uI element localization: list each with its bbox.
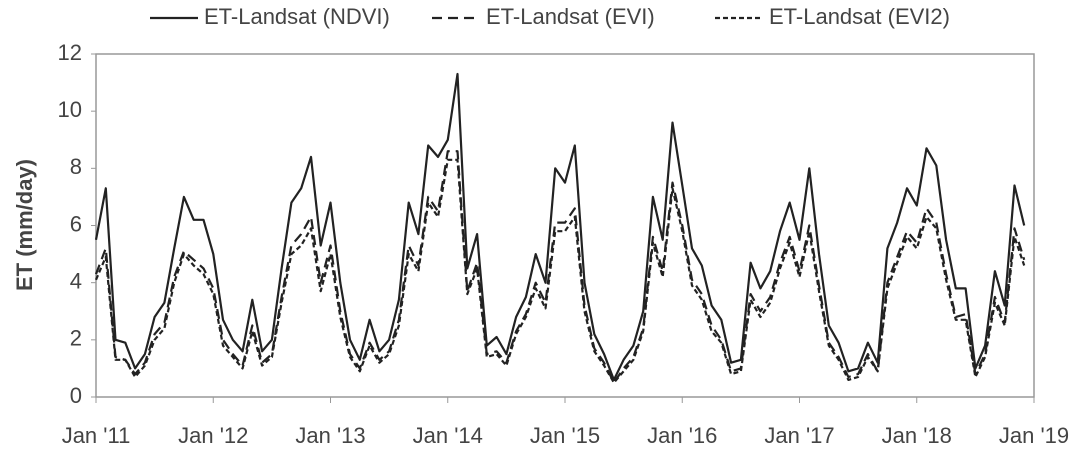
x-tick-label: Jan '18: [882, 423, 952, 448]
x-tick-label: Jan '19: [999, 423, 1069, 448]
y-tick-label: 0: [70, 383, 82, 408]
y-tick-label: 6: [70, 211, 82, 236]
x-tick-label: Jan '15: [530, 423, 600, 448]
x-tick-label: Jan '11: [62, 423, 131, 448]
y-tick-label: 10: [58, 97, 82, 122]
x-tick-label: Jan '16: [647, 423, 717, 448]
series-line: [94, 72, 1026, 381]
y-tick-label: 4: [70, 268, 82, 293]
series-line: [94, 158, 1026, 384]
y-tick-label: 2: [70, 326, 82, 351]
x-tick-label: Jan '14: [413, 423, 483, 448]
x-tick-label: Jan '13: [295, 423, 365, 448]
legend-label: ET-Landsat (EVI): [486, 4, 655, 29]
legend-label: ET-Landsat (NDVI): [204, 4, 390, 29]
legend-label: ET-Landsat (EVI2): [769, 4, 950, 29]
y-tick-label: 8: [70, 154, 82, 179]
y-axis-title: ET (mm/day): [12, 159, 37, 291]
x-tick-label: Jan '17: [764, 423, 834, 448]
series-line: [94, 150, 1026, 384]
x-tick-label: Jan '12: [178, 423, 248, 448]
y-tick-label: 12: [58, 40, 82, 65]
